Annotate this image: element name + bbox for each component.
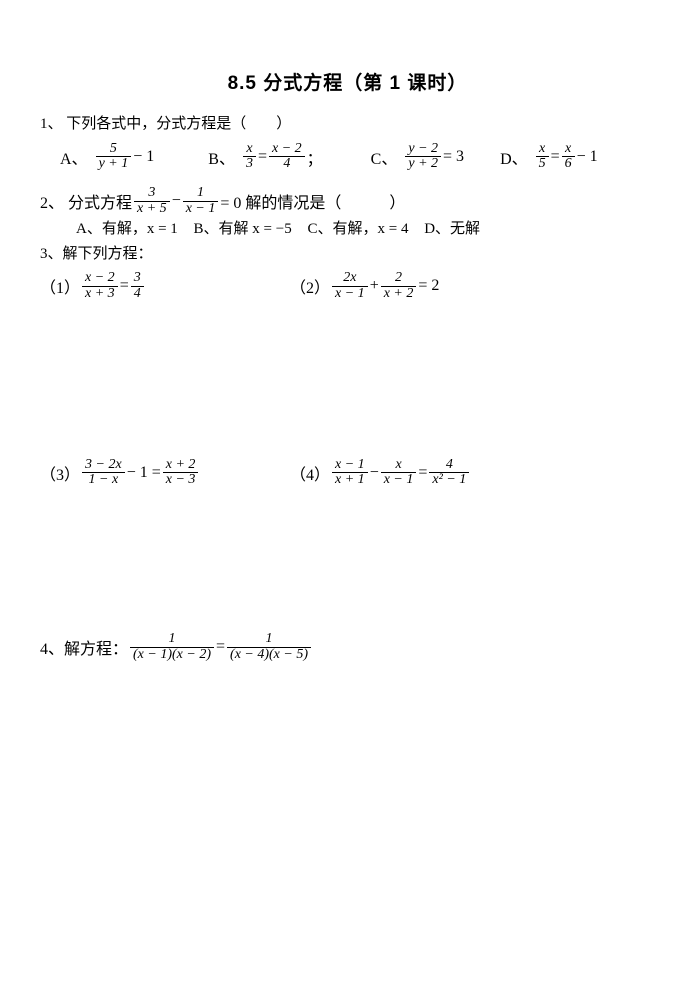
q3-part3: （3） 3 − 2x 1 − x − 1 = x + 2 x − 3 <box>40 458 290 488</box>
fraction: 3 − 2x 1 − x <box>82 458 125 488</box>
q3-part2: （2） 2x x − 1 + 2 x + 2 = 2 <box>290 271 439 301</box>
q2-stem-row: 2、 分式方程 3 x + 5 − 1 x − 1 = 0 解的情况是（ ） <box>40 186 655 216</box>
page: 8.5 分式方程（第 1 课时） 1、 下列各式中，分式方程是（ ） A、 5 … <box>0 0 695 704</box>
fraction: 3 x + 5 <box>134 186 170 216</box>
fraction: y − 2 y + 2 <box>405 142 441 172</box>
fraction: x − 2 x + 3 <box>82 271 118 301</box>
q1-option-c: C、 y − 2 y + 2 = 3 <box>371 142 464 172</box>
spacer <box>40 488 655 628</box>
q1-options-row: A、 5 y + 1 − 1 B、 x 3 = x − 2 4 ； C、 y −… <box>60 142 655 172</box>
fraction: 2 x + 2 <box>381 271 417 301</box>
fraction: 3 4 <box>131 271 144 301</box>
fraction: 5 y + 1 <box>96 142 132 172</box>
q4-stem: 4、解方程： <box>40 635 128 659</box>
q3-row1: （1） x − 2 x + 3 = 3 4 （2） 2x x − 1 + 2 x… <box>40 271 655 301</box>
q1-option-d: D、 x 5 = x 6 − 1 <box>500 142 598 172</box>
q2-stem-left: 2、 分式方程 <box>40 189 132 213</box>
q3-row2: （3） 3 − 2x 1 − x − 1 = x + 2 x − 3 （4） x… <box>40 458 655 488</box>
fraction: x − 2 4 <box>269 142 305 172</box>
q2-option-c: C、有解，x = 4 <box>307 218 408 241</box>
q1-stem: 1、 下列各式中，分式方程是（ ） <box>40 113 655 136</box>
q2-options-row: A、有解，x = 1 B、有解 x = −5 C、有解，x = 4 D、无解 <box>76 218 655 241</box>
q2-option-d: D、无解 <box>424 218 480 241</box>
q1-option-b: B、 x 3 = x − 2 4 ； <box>208 142 322 172</box>
q2-option-a: A、有解，x = 1 <box>76 218 178 241</box>
q1-option-a: A、 5 y + 1 − 1 <box>60 142 154 172</box>
spacer <box>40 302 655 452</box>
q4-row: 4、解方程： 1 (x − 1)(x − 2) = 1 (x − 4)(x − … <box>40 632 655 662</box>
fraction: 2x x − 1 <box>332 271 368 301</box>
fraction: x 5 <box>536 142 549 172</box>
page-title: 8.5 分式方程（第 1 课时） <box>40 68 655 95</box>
fraction: x x − 1 <box>381 458 417 488</box>
fraction: x − 1 x + 1 <box>332 458 368 488</box>
q3-part4: （4） x − 1 x + 1 − x x − 1 = 4 x² − 1 <box>290 458 471 488</box>
q2-stem-right: = 0 解的情况是（ ） <box>220 189 405 213</box>
fraction: x + 2 x − 3 <box>163 458 199 488</box>
q3-stem: 3、解下列方程： <box>40 243 655 266</box>
fraction: x 6 <box>562 142 575 172</box>
fraction: 4 x² − 1 <box>429 458 469 488</box>
fraction: x 3 <box>243 142 256 172</box>
fraction: 1 x − 1 <box>183 186 219 216</box>
q3-part1: （1） x − 2 x + 3 = 3 4 <box>40 271 290 301</box>
fraction: 1 (x − 4)(x − 5) <box>227 632 311 662</box>
fraction: 1 (x − 1)(x − 2) <box>130 632 214 662</box>
q2-option-b: B、有解 x = −5 <box>194 218 292 241</box>
